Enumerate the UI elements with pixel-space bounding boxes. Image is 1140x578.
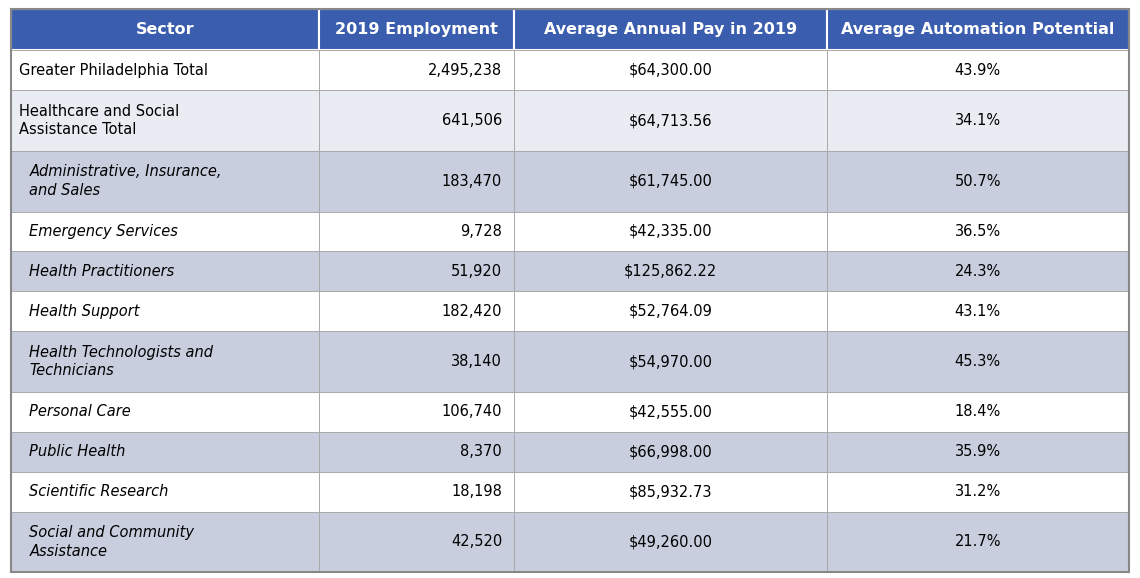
Bar [514,212,826,251]
Bar [319,512,514,572]
Text: 51,920: 51,920 [451,264,502,279]
Text: Public Health: Public Health [30,444,125,459]
Bar [514,331,826,392]
Text: Emergency Services: Emergency Services [30,224,178,239]
Text: $54,970.00: $54,970.00 [628,354,712,369]
Bar [514,512,826,572]
Bar [319,90,514,151]
Text: 38,140: 38,140 [451,354,502,369]
Bar [826,291,1129,331]
Text: $85,932.73: $85,932.73 [629,484,712,499]
Text: $64,713.56: $64,713.56 [629,113,712,128]
Bar [514,90,826,151]
Bar [319,151,514,212]
Bar [11,512,319,572]
Bar [826,151,1129,212]
Bar [514,472,826,512]
Text: 182,420: 182,420 [441,304,502,318]
Text: 183,470: 183,470 [442,174,502,188]
Bar [11,472,319,512]
Bar [319,392,514,432]
Text: $64,300.00: $64,300.00 [628,63,712,77]
Bar [826,392,1129,432]
Bar [319,50,514,90]
Text: Average Annual Pay in 2019: Average Annual Pay in 2019 [544,22,797,37]
Bar [514,432,826,472]
Text: 45.3%: 45.3% [954,354,1001,369]
Text: $61,745.00: $61,745.00 [628,174,712,188]
Text: Personal Care: Personal Care [30,405,131,419]
Bar [319,212,514,251]
Text: 24.3%: 24.3% [954,264,1001,279]
Bar [319,251,514,291]
Text: 43.1%: 43.1% [954,304,1001,318]
Bar [11,9,319,50]
Text: Administrative, Insurance,
and Sales: Administrative, Insurance, and Sales [30,164,222,198]
Bar [514,151,826,212]
Bar [11,50,319,90]
Bar [826,251,1129,291]
Bar [826,212,1129,251]
Bar [826,432,1129,472]
Text: 18.4%: 18.4% [954,405,1001,419]
Text: 2019 Employment: 2019 Employment [335,22,498,37]
Text: $66,998.00: $66,998.00 [628,444,712,459]
Bar [319,472,514,512]
Text: 21.7%: 21.7% [954,535,1001,549]
Text: Health Support: Health Support [30,304,140,318]
Text: 35.9%: 35.9% [954,444,1001,459]
Text: $42,335.00: $42,335.00 [629,224,712,239]
Bar [514,50,826,90]
Bar [319,331,514,392]
Bar [514,291,826,331]
Text: 50.7%: 50.7% [954,174,1001,188]
Bar [11,251,319,291]
Bar [826,512,1129,572]
Text: Greater Philadelphia Total: Greater Philadelphia Total [19,63,209,77]
Bar [514,251,826,291]
Bar [826,472,1129,512]
Bar [319,9,514,50]
Bar [514,392,826,432]
Text: Sector: Sector [136,22,194,37]
Bar [826,50,1129,90]
Text: Social and Community
Assistance: Social and Community Assistance [30,525,195,559]
Text: Average Automation Potential: Average Automation Potential [841,22,1115,37]
Bar [11,151,319,212]
Bar [11,90,319,151]
Bar [514,9,826,50]
Bar [11,331,319,392]
Text: 34.1%: 34.1% [954,113,1001,128]
Text: 43.9%: 43.9% [954,63,1001,77]
Text: 8,370: 8,370 [461,444,502,459]
Bar [826,331,1129,392]
Text: Scientific Research: Scientific Research [30,484,169,499]
Bar [11,432,319,472]
Text: $125,862.22: $125,862.22 [624,264,717,279]
Text: $52,764.09: $52,764.09 [628,304,712,318]
Text: 42,520: 42,520 [451,535,502,549]
Text: 106,740: 106,740 [441,405,502,419]
Text: 641,506: 641,506 [442,113,502,128]
Text: 36.5%: 36.5% [954,224,1001,239]
Bar [11,392,319,432]
Text: Healthcare and Social
Assistance Total: Healthcare and Social Assistance Total [19,103,180,138]
Bar [826,90,1129,151]
Text: $49,260.00: $49,260.00 [628,535,712,549]
Text: 31.2%: 31.2% [954,484,1001,499]
Text: Health Technologists and
Technicians: Health Technologists and Technicians [30,344,213,379]
Bar [11,212,319,251]
Bar [319,291,514,331]
Text: 18,198: 18,198 [451,484,502,499]
Text: $42,555.00: $42,555.00 [628,405,712,419]
Text: 2,495,238: 2,495,238 [428,63,502,77]
Text: 9,728: 9,728 [461,224,502,239]
Bar [826,9,1129,50]
Text: Health Practitioners: Health Practitioners [30,264,174,279]
Bar [11,291,319,331]
Bar [319,432,514,472]
